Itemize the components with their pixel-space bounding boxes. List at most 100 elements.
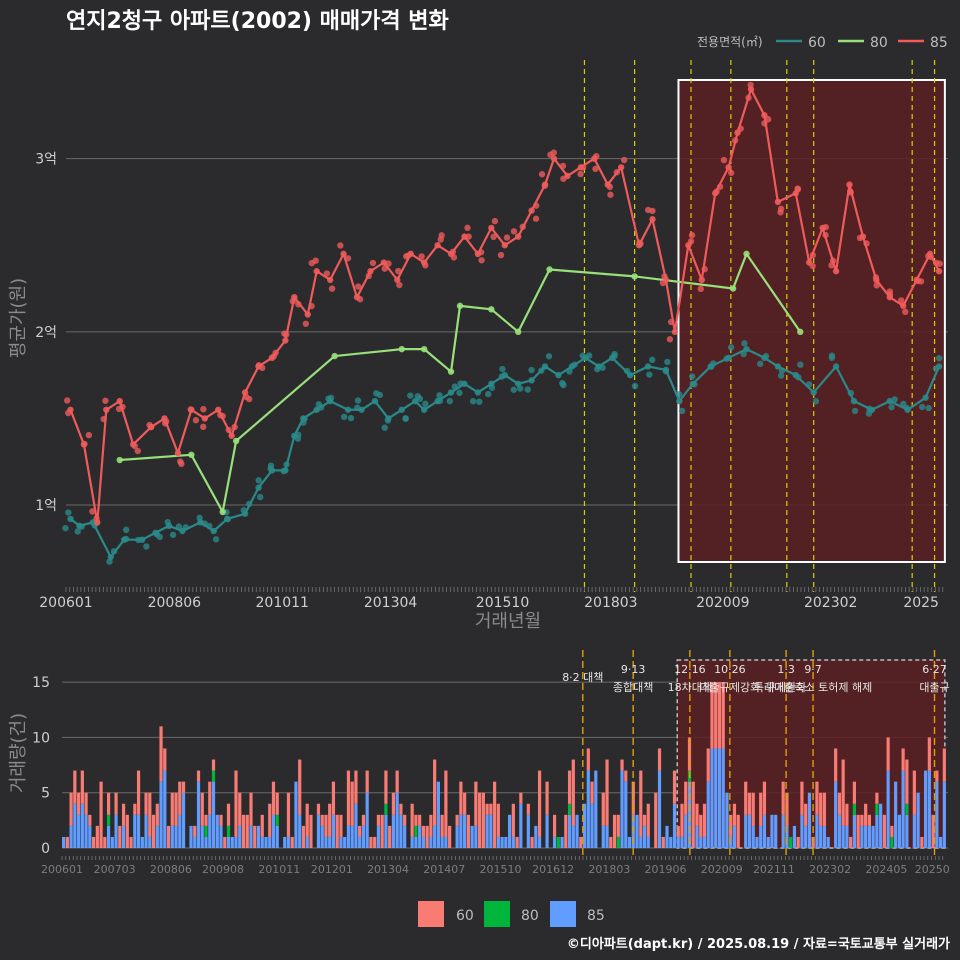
price-y-axis-title: 평균가(원)	[8, 278, 29, 358]
volume-bar	[612, 814, 617, 848]
volume-bar	[91, 836, 96, 848]
volume-bar	[245, 814, 249, 848]
volume-bar	[65, 836, 69, 848]
volume-bar	[253, 825, 257, 848]
volume-bar	[380, 814, 384, 848]
series-point-85	[809, 251, 817, 259]
series-point-85	[550, 149, 558, 156]
series-point-60	[777, 372, 785, 379]
volume-bar	[912, 814, 916, 848]
volume-bar	[646, 836, 650, 848]
volume-bar	[106, 792, 111, 815]
volume-bar	[271, 781, 276, 815]
series-point-85	[100, 415, 107, 423]
series-point-85	[701, 265, 708, 273]
series-point-85	[289, 298, 296, 305]
volume-x-tick-label: 201612	[532, 863, 574, 876]
volume-bar	[789, 836, 793, 848]
series-point-60	[516, 385, 524, 392]
volume-bar	[69, 792, 73, 826]
series-point-85	[636, 239, 643, 246]
series-point-85	[606, 183, 614, 191]
volume-bar	[440, 814, 444, 837]
series-point-85	[822, 231, 829, 239]
volume-bar	[208, 781, 212, 815]
series-point-85	[404, 252, 412, 259]
volume-bar	[88, 814, 92, 826]
volume-bar	[331, 814, 336, 848]
volume-bar	[234, 836, 238, 848]
event-sublabel: 대출규	[919, 681, 949, 694]
volume-bar	[511, 803, 515, 837]
series-point-85	[829, 257, 837, 264]
price-x-tick-label: 201304	[364, 595, 418, 611]
series-point-80	[729, 285, 737, 292]
volume-y-tick-label: 0	[41, 841, 50, 857]
volume-x-tick-label: 200601	[41, 863, 83, 876]
volume-bar	[586, 770, 590, 848]
volume-bar	[590, 781, 594, 804]
series-point-60	[65, 509, 72, 516]
volume-bar	[717, 748, 722, 848]
volume-bar	[706, 748, 710, 782]
volume-bar	[204, 836, 208, 848]
volume-bar	[290, 836, 294, 848]
price-y-tick-label: 3억	[35, 152, 57, 168]
volume-bar	[579, 836, 583, 848]
series-point-85	[225, 426, 232, 434]
series-point-85	[465, 233, 472, 240]
volume-bar	[144, 814, 148, 848]
volume-bar	[84, 814, 88, 848]
volume-bar	[905, 759, 909, 804]
volume-x-tick-label: 202111	[753, 863, 795, 876]
series-point-60	[865, 410, 873, 417]
volume-bar	[88, 825, 92, 848]
series-point-60	[300, 419, 307, 426]
volume-bar	[935, 770, 939, 782]
volume-bar	[418, 825, 422, 848]
volume-bar	[301, 825, 306, 848]
volume-bar	[455, 814, 459, 826]
series-point-60	[644, 363, 652, 370]
volume-bar	[834, 781, 838, 848]
volume-bar	[373, 836, 377, 848]
volume-bar	[845, 803, 849, 826]
volume-bar	[721, 682, 725, 749]
volume-bar	[444, 770, 448, 837]
volume-bar	[822, 792, 827, 826]
series-point-85	[178, 460, 185, 468]
volume-bar	[747, 792, 752, 815]
series-point-60	[727, 344, 735, 351]
volume-bar	[905, 803, 909, 815]
volume-bar	[766, 836, 770, 848]
volume-bar	[324, 814, 328, 837]
series-point-85	[201, 415, 208, 422]
volume-bar	[676, 836, 680, 848]
series-point-85	[747, 81, 754, 89]
volume-bar	[178, 814, 182, 848]
volume-bar	[834, 748, 838, 782]
volume-bar	[819, 825, 823, 848]
price-x-tick-label: 200806	[148, 595, 202, 611]
volume-bar	[646, 803, 650, 837]
volume-bar	[159, 781, 163, 848]
volume-bar	[931, 814, 935, 848]
series-point-85	[510, 228, 518, 235]
series-point-60	[499, 365, 506, 373]
volume-bar	[852, 803, 857, 815]
legend-label-60: 60	[808, 35, 826, 51]
volume-bar	[800, 814, 804, 848]
volume-bar	[699, 814, 703, 837]
volume-bar	[815, 781, 819, 815]
volume-bar	[455, 825, 459, 848]
series-point-60	[315, 401, 323, 408]
legend-label-85: 85	[930, 35, 948, 51]
series-point-60	[538, 367, 545, 374]
price-x-axis-title: 거래년월	[475, 611, 541, 632]
series-point-85	[89, 508, 96, 515]
series-point-85	[131, 442, 138, 450]
volume-bar	[875, 814, 879, 848]
series-point-60	[741, 340, 748, 347]
volume-bar	[211, 759, 216, 771]
volume-x-tick-label: 202009	[701, 863, 743, 876]
